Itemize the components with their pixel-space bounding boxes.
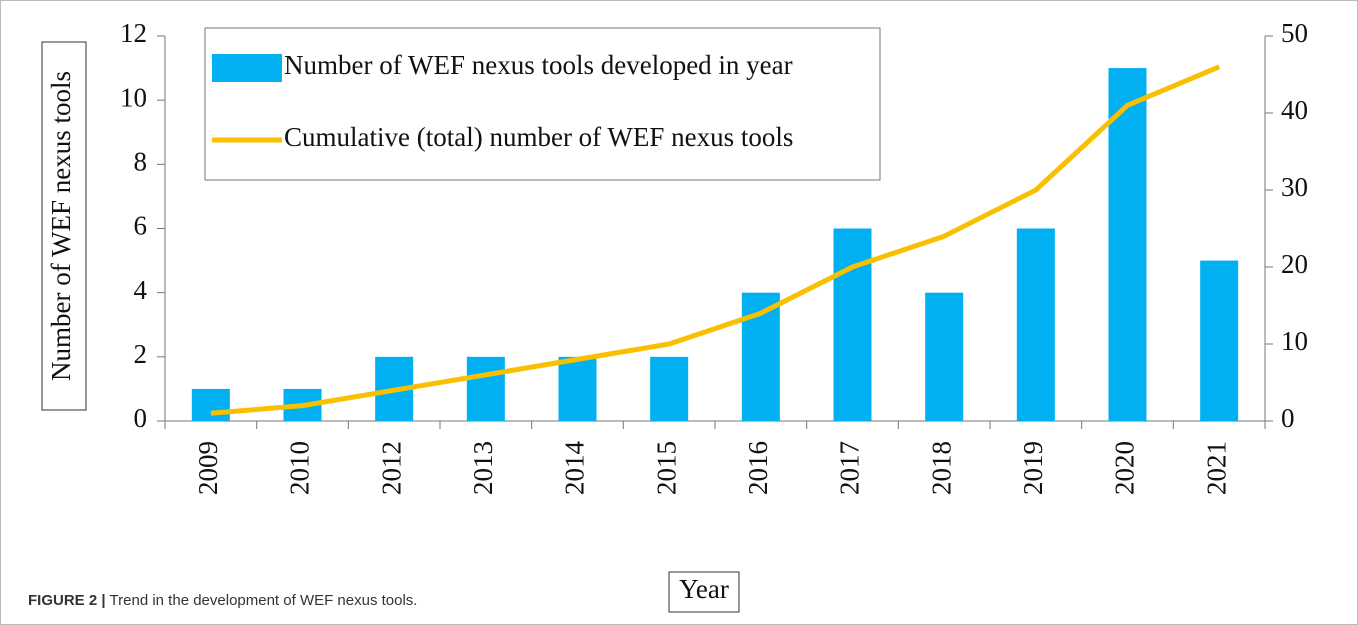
bar — [1108, 68, 1147, 421]
x-tick-label: 2010 — [285, 441, 315, 495]
y2-tick-label: 50 — [1281, 18, 1308, 48]
y-axis-label: Number of WEF nexus tools — [46, 71, 76, 381]
bar — [191, 388, 230, 421]
caption-label: FIGURE 2 | — [28, 592, 106, 609]
legend-box — [204, 27, 881, 181]
x-tick-label: 2017 — [835, 441, 865, 495]
bar — [650, 356, 689, 421]
bar — [1016, 228, 1055, 421]
caption-text: Trend in the development of WEF nexus to… — [110, 592, 418, 609]
y-label-box — [41, 41, 87, 411]
bar — [558, 356, 597, 421]
y-tick-label: 4 — [134, 275, 148, 305]
y2-tick-label: 10 — [1281, 326, 1308, 356]
y2-tick-label: 20 — [1281, 249, 1308, 279]
legend-label: Cumulative (total) number of WEF nexus t… — [284, 122, 793, 152]
x-tick-label: 2014 — [560, 441, 590, 496]
bar — [925, 292, 964, 421]
bar — [466, 356, 505, 421]
legend-swatch — [212, 54, 282, 82]
y-tick-label: 12 — [120, 18, 147, 48]
y2-tick-label: 0 — [1281, 403, 1295, 433]
x-tick-label: 2012 — [376, 441, 406, 495]
y-tick-label: 6 — [134, 211, 148, 241]
bar — [1200, 260, 1239, 421]
x-tick-label: 2013 — [468, 441, 498, 495]
y-tick-label: 10 — [120, 82, 147, 112]
line — [210, 64, 1221, 416]
x-tick-label: 2021 — [1201, 441, 1231, 495]
x-tick-label: 2018 — [926, 441, 956, 495]
y-tick-label: 8 — [134, 147, 148, 177]
y-tick-label: 0 — [134, 403, 148, 433]
x-tick-label: 2015 — [651, 441, 681, 495]
x-tick-label: 2020 — [1110, 441, 1140, 495]
y2-tick-label: 30 — [1281, 172, 1308, 202]
x-label-box — [668, 571, 740, 613]
figure-caption: FIGURE 2 | Trend in the development of WE… — [28, 592, 417, 609]
x-tick-label: 2019 — [1018, 441, 1048, 495]
x-tick-label: 2009 — [193, 441, 223, 495]
x-axis-label: Year — [679, 574, 729, 604]
y-tick-label: 2 — [134, 339, 148, 369]
y2-tick-label: 40 — [1281, 95, 1308, 125]
x-tick-label: 2016 — [743, 441, 773, 495]
legend-label: Number of WEF nexus tools developed in y… — [284, 50, 793, 80]
bar — [833, 228, 872, 421]
